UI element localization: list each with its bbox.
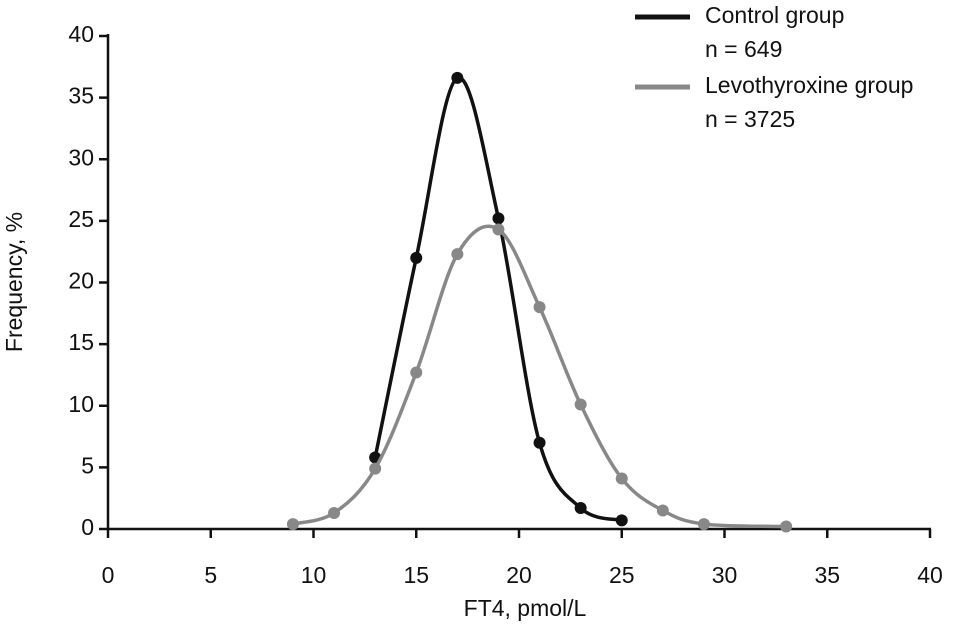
series-line	[373, 76, 623, 523]
x-tick-label: 35	[814, 562, 840, 588]
x-tick-label: 30	[712, 562, 738, 588]
data-point	[369, 462, 382, 475]
x-tick-label: 10	[301, 562, 327, 588]
y-tick-label: 5	[81, 452, 94, 478]
x-tick-label: 20	[506, 562, 532, 588]
data-point	[451, 71, 464, 84]
data-point	[533, 436, 546, 449]
data-point	[492, 212, 505, 225]
data-point	[286, 518, 299, 531]
y-tick-label: 35	[68, 83, 94, 109]
y-tick-label: 15	[68, 329, 94, 355]
data-point	[328, 506, 341, 519]
y-tick-label: 10	[68, 391, 94, 417]
legend-label: Control group	[705, 2, 844, 28]
data-point	[492, 223, 505, 236]
x-tick-label: 25	[609, 562, 635, 588]
legend-note: n = 3725	[705, 106, 795, 132]
data-point	[574, 398, 587, 411]
y-axis-label: Frequency, %	[1, 212, 27, 352]
x-tick-label: 40	[917, 562, 943, 588]
data-point	[533, 301, 546, 314]
x-tick-label: 0	[102, 562, 115, 588]
data-point	[656, 504, 669, 517]
x-axis-label: FT4, pmol/L	[464, 595, 587, 621]
legend-label: Levothyroxine group	[705, 72, 913, 98]
x-tick-label: 5	[204, 562, 217, 588]
y-tick-label: 40	[68, 21, 94, 47]
series-line	[292, 224, 787, 529]
data-point	[410, 251, 423, 264]
y-tick-label: 25	[68, 206, 94, 232]
x-tick-label: 15	[403, 562, 429, 588]
y-tick-label: 20	[68, 268, 94, 294]
data-point	[615, 514, 628, 527]
data-point	[780, 520, 793, 533]
y-tick-label: 30	[68, 144, 94, 170]
data-point	[410, 366, 423, 379]
data-point	[615, 472, 628, 485]
data-point	[574, 502, 587, 515]
data-point	[697, 518, 710, 531]
legend-note: n = 649	[705, 36, 782, 62]
y-tick-label: 0	[81, 514, 94, 540]
data-point	[451, 248, 464, 261]
